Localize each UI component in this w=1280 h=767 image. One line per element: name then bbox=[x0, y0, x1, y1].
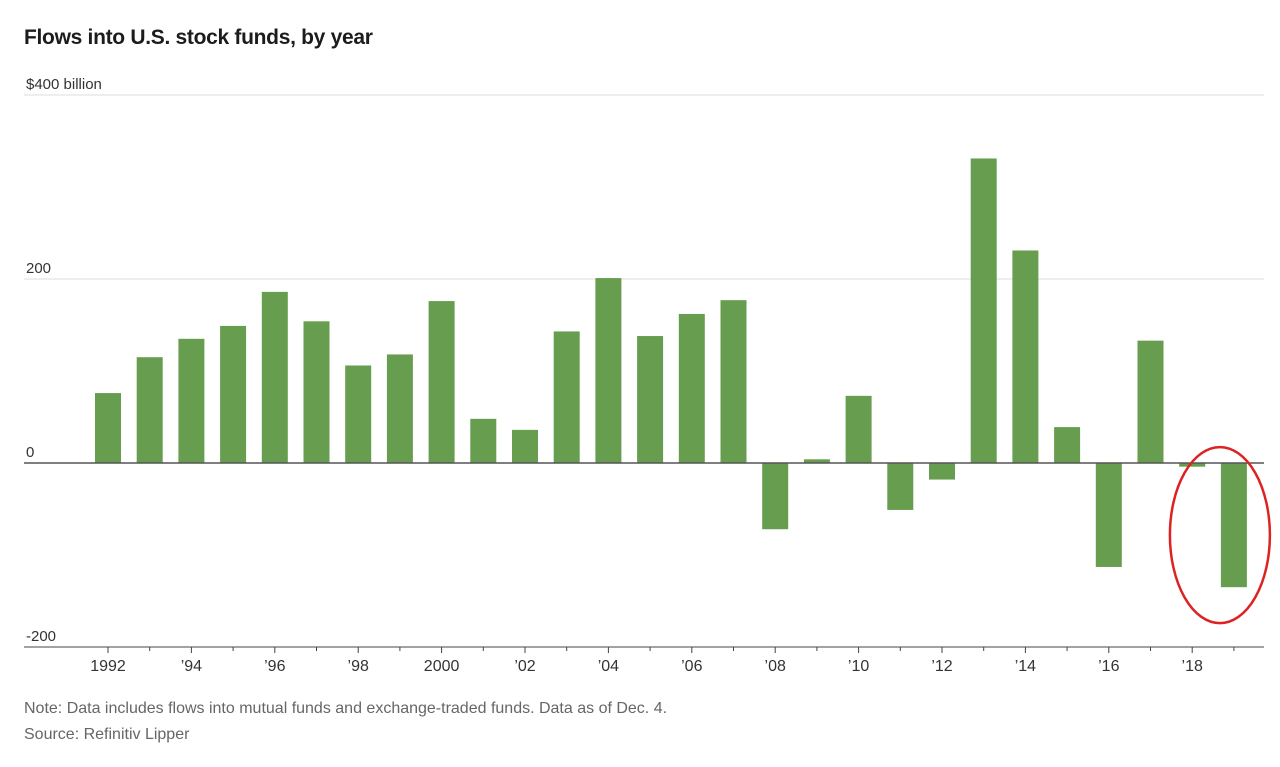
bar-2009 bbox=[803, 459, 830, 463]
highlight-circle bbox=[1168, 445, 1272, 625]
bar-2005 bbox=[637, 336, 664, 463]
bar-2018 bbox=[1179, 463, 1206, 467]
chart-source: Source: Refinitiv Lipper bbox=[24, 726, 190, 743]
bar-1996 bbox=[261, 291, 288, 463]
bar-1993 bbox=[136, 357, 163, 463]
bar-1992 bbox=[95, 393, 121, 463]
y-tick-label: 200 bbox=[26, 260, 51, 277]
x-tick-label: ’12 bbox=[931, 658, 952, 675]
x-tick-label: ’16 bbox=[1098, 658, 1119, 675]
bar-2004 bbox=[595, 278, 622, 463]
x-tick-label: ’10 bbox=[848, 658, 869, 675]
x-tick-label: ’18 bbox=[1182, 658, 1203, 675]
x-tick-label: 1992 bbox=[90, 658, 126, 675]
x-tick-label: ’04 bbox=[598, 658, 619, 675]
bar-2015 bbox=[1054, 427, 1081, 463]
bar-2008 bbox=[762, 463, 789, 530]
x-tick-label: 2000 bbox=[424, 658, 460, 675]
x-tick-label: ’98 bbox=[348, 658, 369, 675]
bar-2006 bbox=[678, 313, 705, 463]
x-tick-label: ’02 bbox=[514, 658, 535, 675]
bar-2003 bbox=[553, 331, 580, 463]
x-tick-label: ’96 bbox=[264, 658, 285, 675]
bar-2014 bbox=[1012, 250, 1039, 463]
x-tick-label: ’14 bbox=[1015, 658, 1036, 675]
bar-2016 bbox=[1095, 463, 1122, 567]
bar-1999 bbox=[386, 354, 413, 463]
x-tick-label: ’94 bbox=[181, 658, 202, 675]
x-tick-label: ’06 bbox=[681, 658, 702, 675]
bar-1997 bbox=[303, 321, 330, 463]
bar-2007 bbox=[720, 300, 747, 463]
bar-1998 bbox=[345, 365, 372, 463]
y-tick-label: -200 bbox=[26, 628, 56, 645]
chart-note: Note: Data includes flows into mutual fu… bbox=[24, 700, 668, 717]
x-tick-label: ’08 bbox=[765, 658, 786, 675]
bar-1994 bbox=[178, 338, 205, 463]
bar-2012 bbox=[929, 463, 955, 480]
bar-2002 bbox=[512, 429, 538, 463]
bar-2019 bbox=[1220, 463, 1247, 588]
y-tick-label: 0 bbox=[26, 444, 34, 461]
bar-2010 bbox=[845, 395, 872, 463]
bar-2000 bbox=[428, 301, 455, 463]
bar-2011 bbox=[887, 463, 914, 510]
bar-2017 bbox=[1137, 340, 1164, 463]
bar-2013 bbox=[970, 158, 997, 464]
chart-title: Flows into U.S. stock funds, by year bbox=[24, 26, 373, 49]
y-tick-label: $400 billion bbox=[26, 76, 102, 93]
bar-1995 bbox=[220, 325, 247, 463]
bar-2001 bbox=[470, 418, 497, 463]
